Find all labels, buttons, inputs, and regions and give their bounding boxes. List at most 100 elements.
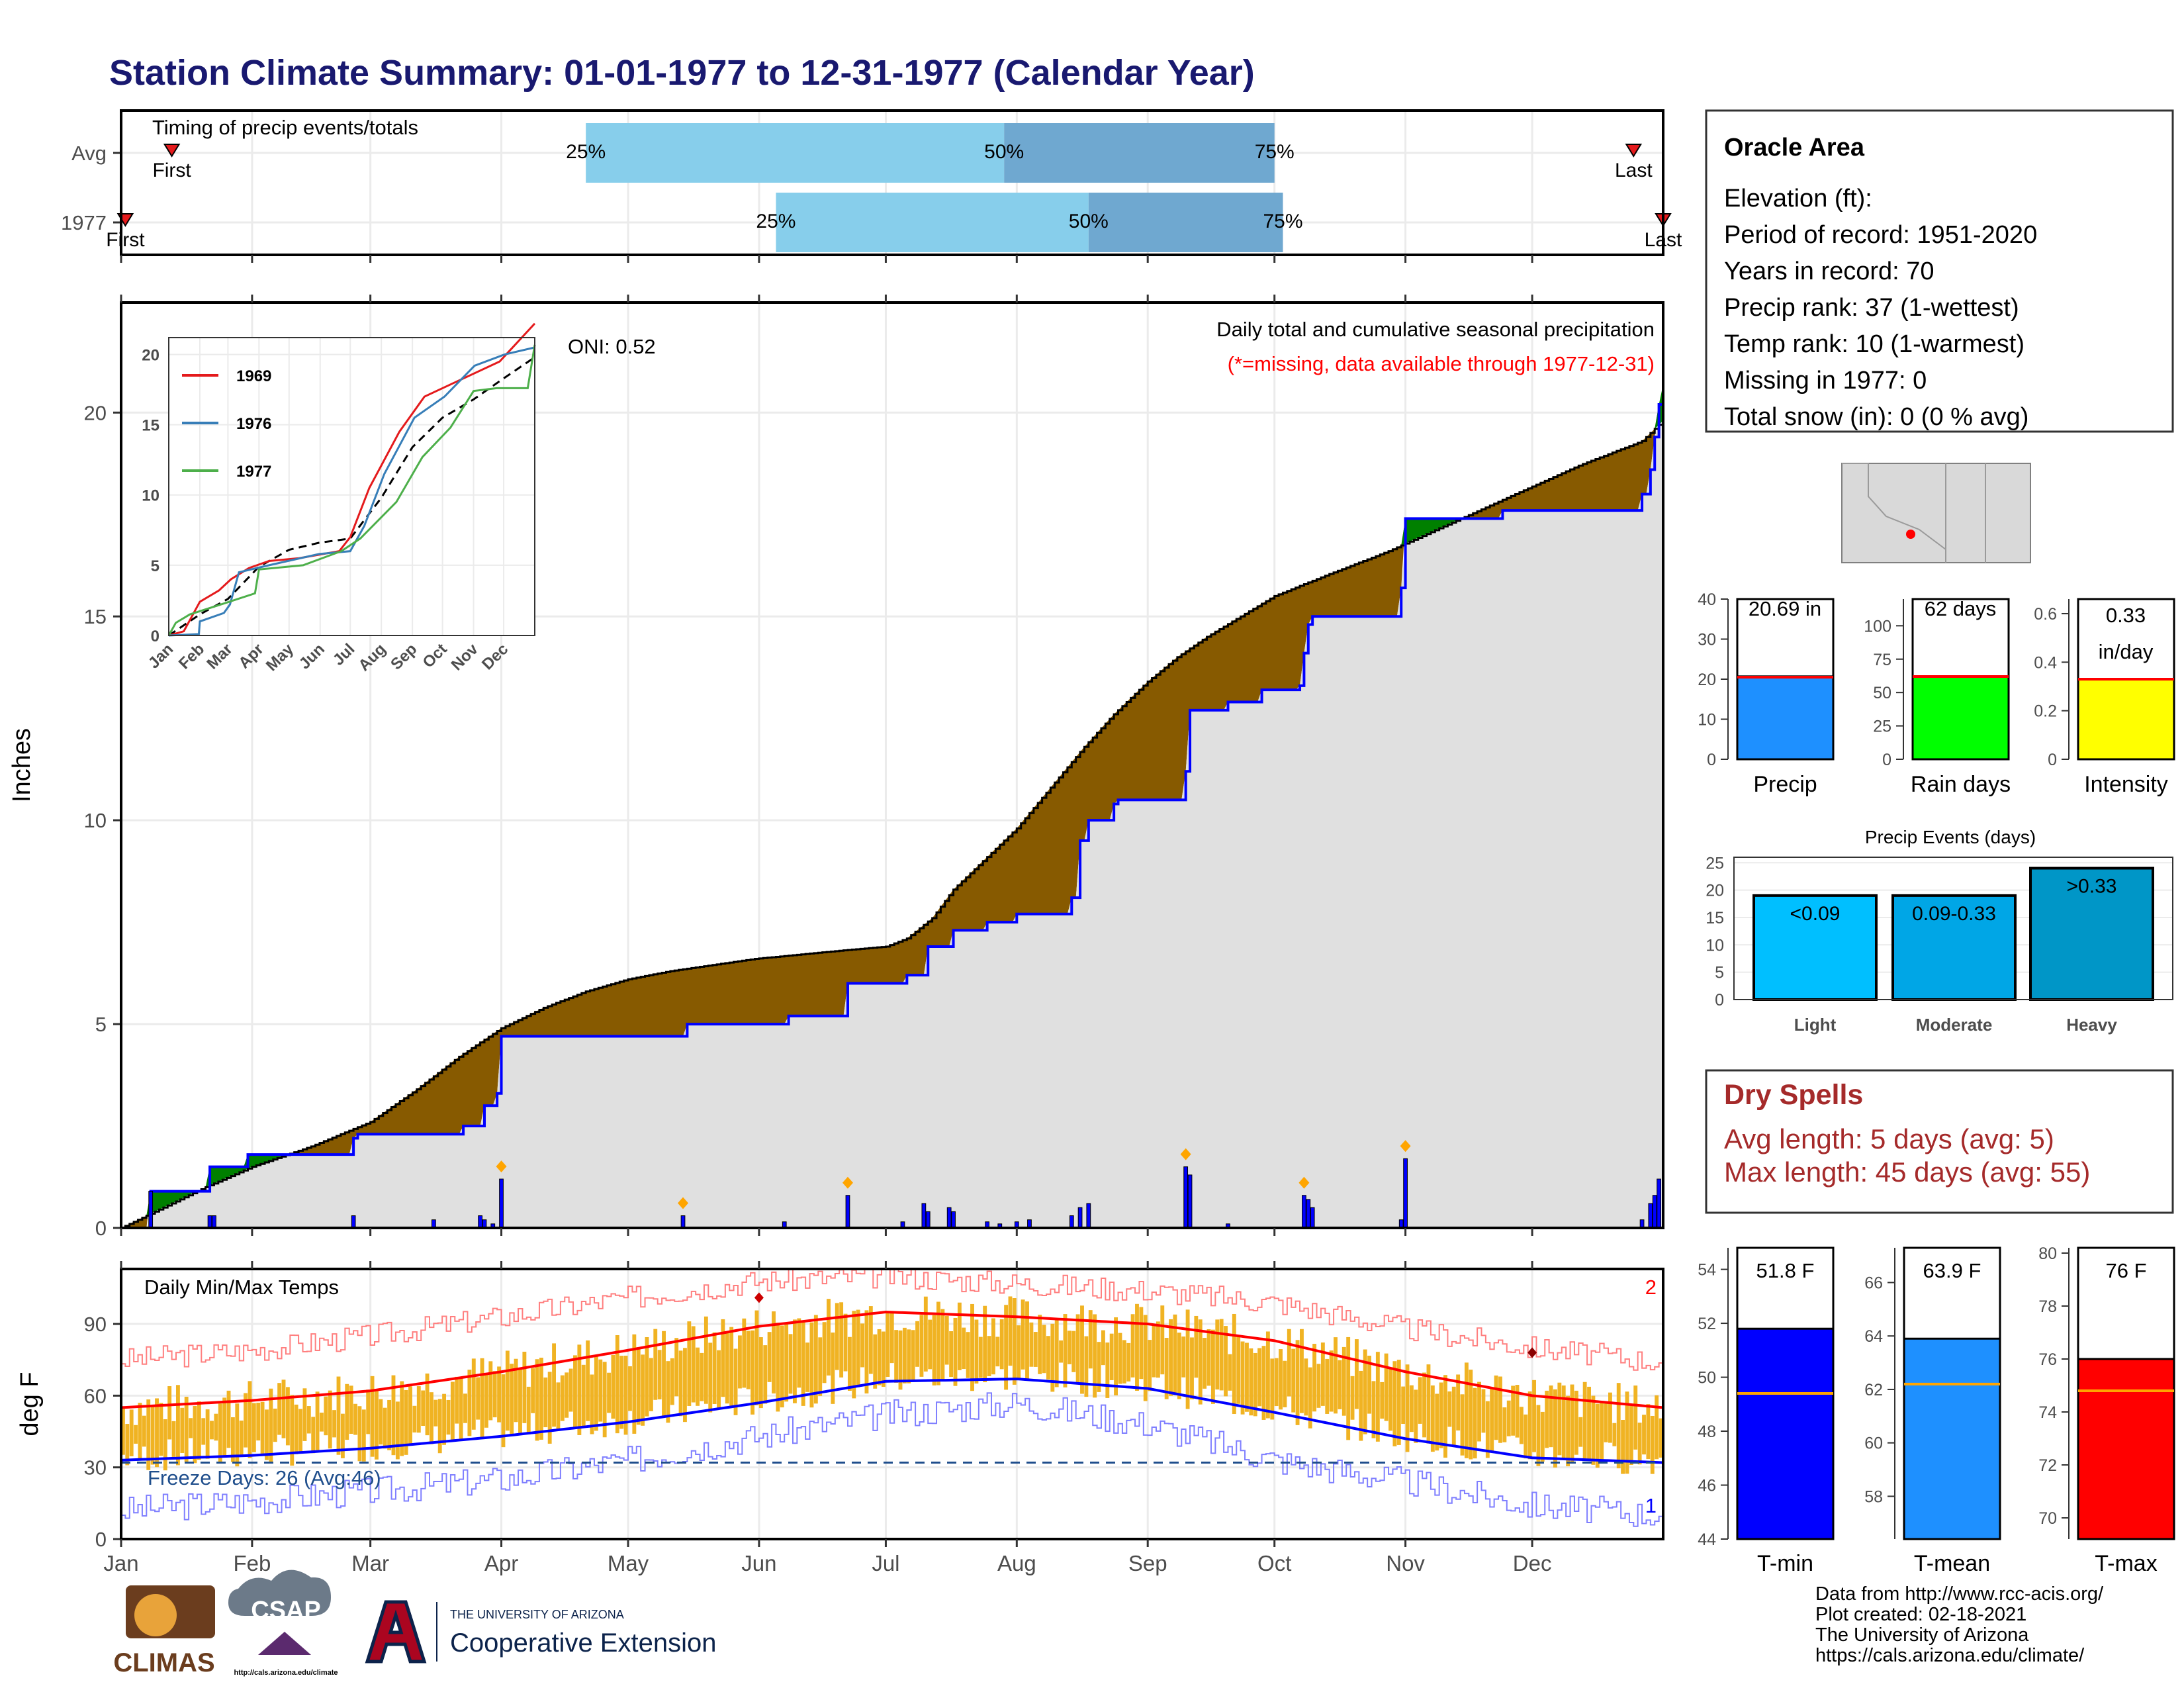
daily-temp-bar — [1253, 1352, 1257, 1417]
daily-temp-bar — [1553, 1389, 1557, 1468]
daily-temp-bar — [425, 1373, 430, 1436]
station-info-box — [1705, 109, 2174, 433]
daily-temp-bar — [738, 1335, 742, 1389]
summary-bar — [1911, 675, 2010, 761]
daily-temp-bar — [594, 1356, 598, 1431]
daily-precip-bar — [1302, 1195, 1306, 1228]
daily-temp-bar — [970, 1303, 974, 1391]
inset-y-tick-label: 15 — [142, 417, 159, 435]
station-location-marker — [1906, 530, 1915, 539]
events-tick-label: 25 — [1706, 854, 1724, 872]
daily-temp-bar — [1447, 1391, 1452, 1427]
daily-temp-bar — [919, 1315, 924, 1377]
daily-temp-bar — [1629, 1405, 1633, 1466]
daily-temp-bar — [1283, 1360, 1287, 1407]
daily-temp-bar — [1650, 1415, 1655, 1474]
daily-precip-bar — [946, 1207, 952, 1228]
daily-temp-bar — [1084, 1336, 1089, 1397]
daily-temp-bar — [1033, 1332, 1038, 1367]
daily-temp-bar — [1210, 1329, 1215, 1404]
daily-temp-bar — [957, 1302, 962, 1370]
daily-temp-bar — [1295, 1340, 1300, 1425]
daily-temp-bar — [265, 1409, 269, 1460]
daily-temp-bar — [1046, 1336, 1050, 1380]
daily-temp-bar — [1435, 1393, 1439, 1451]
daily-temp-bar — [725, 1331, 729, 1404]
y-tick-label: 20 — [84, 401, 107, 424]
daily-temp-bar — [408, 1386, 412, 1444]
daily-precip-bar — [1310, 1207, 1315, 1228]
daily-temp-bar — [492, 1371, 497, 1418]
daily-temp-bar — [332, 1410, 337, 1438]
event-marker-label: Last — [1615, 160, 1653, 181]
precip-rank-marker — [678, 1197, 689, 1209]
daily-temp-bar — [590, 1374, 594, 1434]
y-tick-label: 0 — [95, 1528, 107, 1551]
daily-temp-bar — [484, 1374, 488, 1428]
daily-temp-bar — [205, 1409, 210, 1459]
daily-temp-bar — [581, 1364, 586, 1427]
footer-panel: Data from http://www.rcc-acis.org/Plot c… — [113, 1570, 2104, 1677]
timing-row-label: 1977 — [61, 211, 107, 234]
daily-temp-bar — [894, 1330, 899, 1383]
daily-temp-bar — [277, 1383, 282, 1435]
temp-tick-label: 64 — [1864, 1327, 1883, 1346]
daily-temp-bar — [1265, 1331, 1270, 1419]
daily-temp-bar — [1621, 1420, 1625, 1474]
y-tick-label: 15 — [84, 605, 107, 628]
daily-temp-bar — [1595, 1403, 1600, 1468]
daily-temp-bar — [1169, 1319, 1173, 1396]
daily-temp-bar — [193, 1406, 197, 1464]
daily-temp-bar — [290, 1395, 295, 1466]
daily-temp-bar — [171, 1421, 176, 1457]
daily-temp-bar — [138, 1403, 142, 1460]
daily-temp-bar — [201, 1418, 206, 1445]
month-label: Jan — [103, 1551, 138, 1575]
daily-temp-bar — [662, 1331, 666, 1417]
daily-temp-bar — [944, 1315, 949, 1365]
daily-temp-bar — [1346, 1336, 1351, 1440]
daily-temp-bar — [813, 1315, 818, 1404]
daily-temp-bar — [395, 1401, 400, 1460]
quartile-bar-upper — [1004, 123, 1275, 183]
events-tick-label: 15 — [1706, 909, 1724, 927]
daily-temp-bar — [636, 1347, 641, 1425]
daily-temp-bar — [1245, 1342, 1249, 1412]
daily-temp-bar — [1578, 1417, 1583, 1447]
daily-temp-bar — [645, 1336, 649, 1417]
precip-note: (*=missing, data available through 1977-… — [1228, 352, 1655, 375]
daily-temp-bar — [936, 1301, 940, 1385]
daily-precip-bar — [680, 1215, 686, 1228]
summary-tick-label: 0.2 — [2034, 702, 2057, 721]
y-tick-label: 5 — [95, 1013, 107, 1036]
daily-temp-bar — [843, 1313, 848, 1372]
daily-temp-bar — [1080, 1305, 1084, 1394]
daily-temp-bar — [708, 1342, 713, 1413]
month-label: Jul — [872, 1551, 899, 1575]
daily-temp-bar — [320, 1413, 324, 1432]
daily-temp-bar — [1075, 1314, 1080, 1383]
daily-temp-bar — [1359, 1370, 1363, 1441]
avg-max-line — [121, 1310, 1663, 1409]
daily-temp-bar — [1616, 1383, 1621, 1469]
page-title: Station Climate Summary: 01-01-1977 to 1… — [109, 53, 1255, 93]
daily-temp-bar — [370, 1376, 375, 1457]
daily-temp-bar — [615, 1335, 619, 1434]
daily-temp-bar — [788, 1334, 793, 1394]
daily-temp-bar — [987, 1336, 991, 1377]
daily-temp-bar — [353, 1403, 357, 1435]
daily-temp-bar — [898, 1330, 903, 1390]
daily-temp-bar — [306, 1406, 311, 1434]
temp-tick-label: 74 — [2038, 1403, 2057, 1422]
daily-temp-bar — [281, 1380, 286, 1438]
daily-temp-bar — [302, 1388, 307, 1441]
event-category-label: Heavy — [2066, 1015, 2117, 1035]
credit-line: https://cals.arizona.edu/climate/ — [1815, 1645, 2085, 1666]
daily-temp-bar — [1646, 1404, 1651, 1460]
daily-temp-bar — [129, 1409, 134, 1457]
daily-temp-bar — [531, 1368, 535, 1413]
daily-temp-bar — [463, 1393, 467, 1423]
daily-temp-bar — [1232, 1313, 1236, 1415]
daily-temp-bar — [949, 1331, 954, 1378]
